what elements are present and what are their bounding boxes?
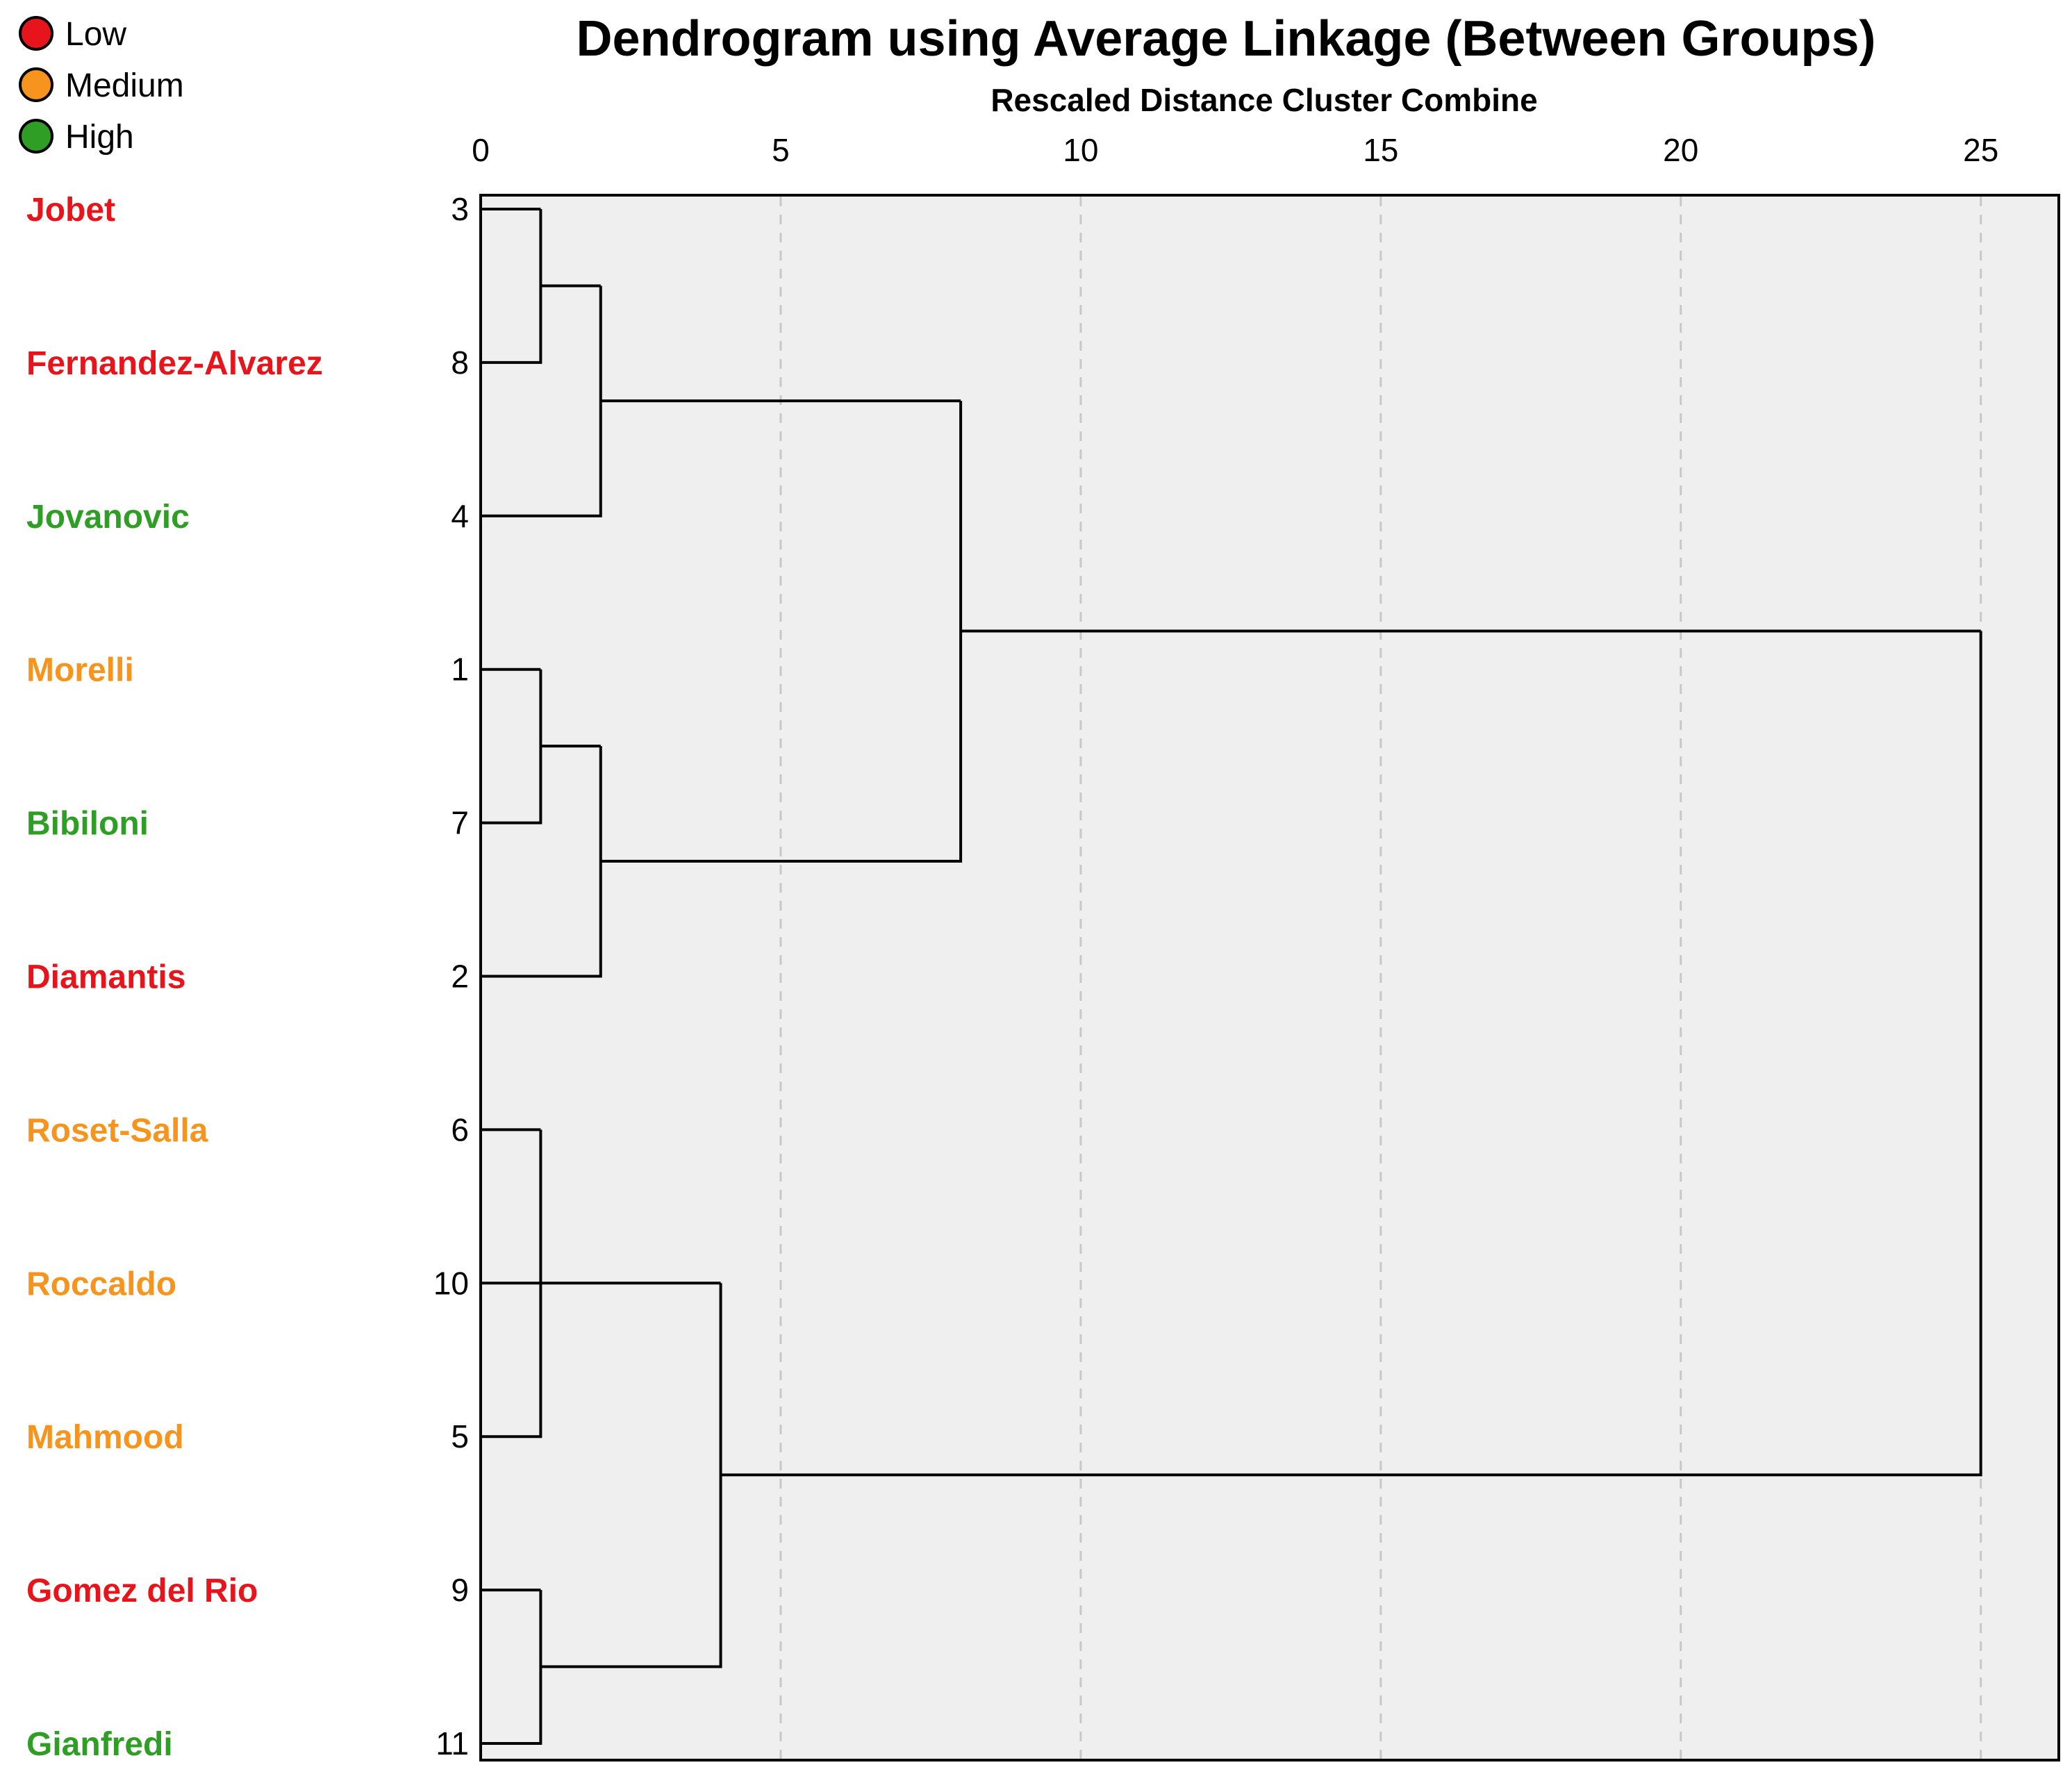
leaf-name: Jobet (26, 192, 115, 229)
leaf-number: 3 (451, 191, 469, 227)
leaf-name: Roset-Salla (26, 1112, 208, 1149)
leaf-name: Morelli (26, 652, 134, 689)
leaf-name: Mahmood (26, 1419, 184, 1456)
x-tick-label: 0 (472, 132, 490, 168)
leaf-number: 7 (451, 805, 469, 841)
legend: Low Medium High (19, 16, 184, 156)
leaf-number: 5 (451, 1418, 469, 1454)
leaf-number: 10 (433, 1265, 469, 1301)
leaf-labels: 3 Jobet 8 Fernandez-Alvarez 4 Jovanovic 1 Morel… (26, 191, 469, 1763)
dendrogram-links (481, 208, 1982, 1745)
leaf-name: Gomez del Rio (26, 1573, 258, 1609)
legend-marker (19, 67, 53, 102)
dendrogram-link (720, 629, 1982, 1477)
leaf-number: 9 (451, 1572, 469, 1608)
legend-marker (19, 119, 53, 154)
leaf-name: Roccaldo (26, 1266, 176, 1302)
leaf-name: Jovanovic (26, 499, 190, 536)
leaf-number: 11 (436, 1725, 469, 1761)
x-tick-label: 15 (1363, 132, 1398, 168)
legend-label: Medium (65, 67, 184, 104)
leaf-name: Gianfredi (26, 1726, 173, 1763)
leaf-number: 2 (451, 959, 469, 995)
legend-label: High (65, 119, 134, 156)
dendrogram-link (600, 399, 963, 863)
chart-title: Dendrogram using Average Linkage (Betwee… (576, 11, 1875, 67)
leaf-name: Fernandez-Alvarez (26, 345, 323, 382)
dendrogram-link (481, 1282, 722, 1668)
leaf-number: 6 (451, 1111, 469, 1147)
leaf-name: Diamantis (26, 959, 185, 996)
plot-area (479, 194, 2060, 1761)
leaf-number: 8 (451, 345, 469, 381)
x-axis-ticks: 0 5 10 15 20 25 (472, 132, 1998, 168)
leaf-number: 1 (451, 652, 469, 688)
leaf-number: 4 (451, 498, 469, 534)
leaf-name: Bibiloni (26, 806, 149, 843)
x-axis-label: Rescaled Distance Cluster Combine (991, 82, 1537, 118)
x-tick-label: 20 (1663, 132, 1698, 168)
legend-marker (19, 16, 53, 51)
x-tick-label: 5 (772, 132, 790, 168)
x-tick-label: 10 (1063, 132, 1098, 168)
legend-label: Low (65, 16, 126, 53)
x-tick-label: 25 (1963, 132, 1998, 168)
